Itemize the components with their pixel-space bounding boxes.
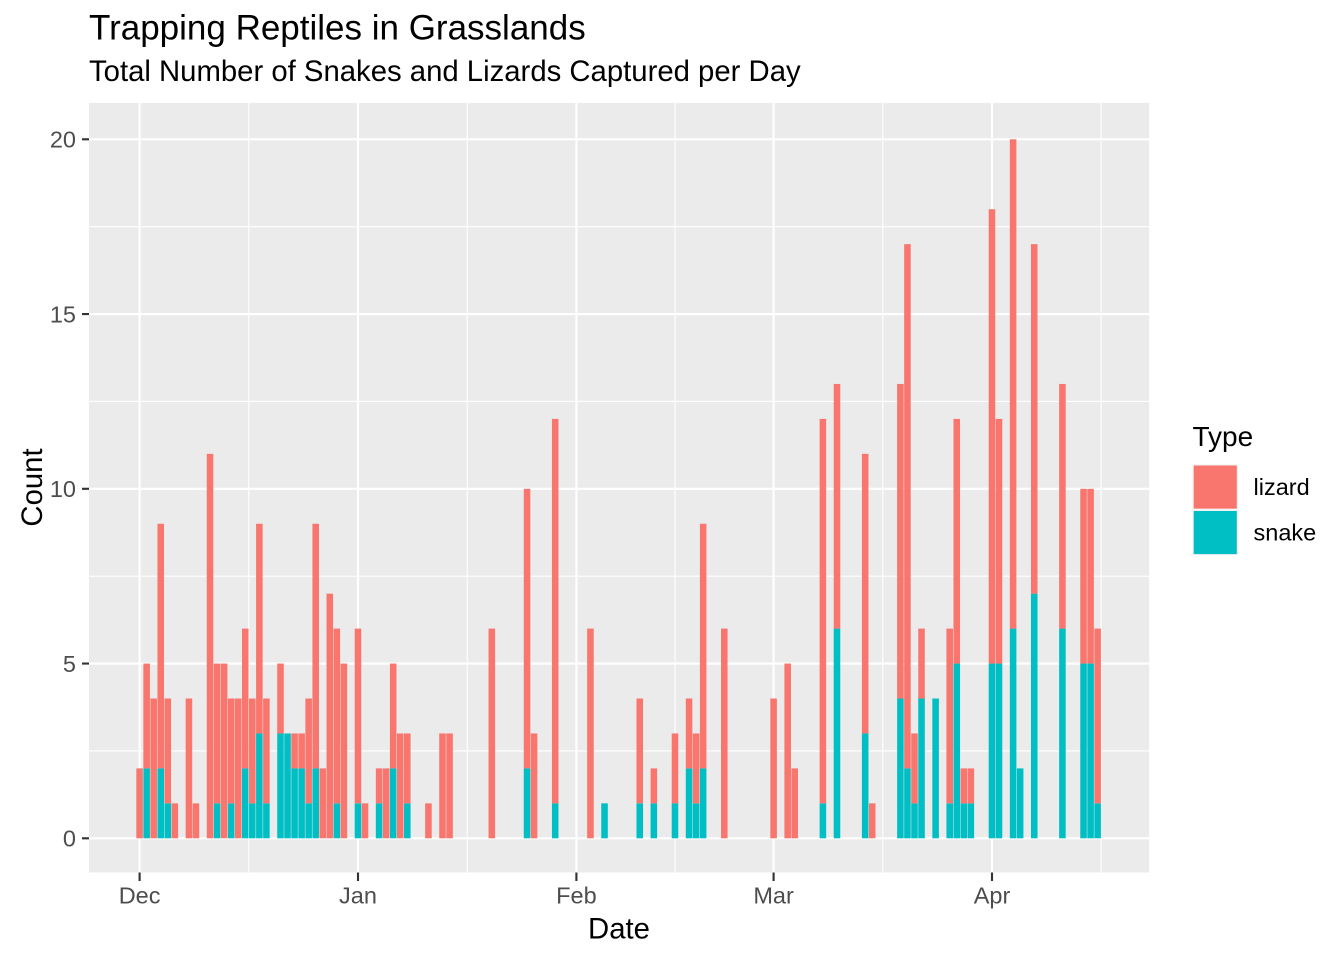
- svg-text:Jan: Jan: [339, 883, 377, 909]
- svg-text:10: 10: [50, 476, 76, 502]
- svg-text:Mar: Mar: [753, 883, 794, 909]
- svg-text:Count: Count: [16, 448, 49, 526]
- svg-text:Feb: Feb: [556, 883, 597, 909]
- svg-text:Type: Type: [1193, 421, 1254, 452]
- svg-text:5: 5: [63, 651, 76, 677]
- svg-text:Trapping Reptiles in Grassland: Trapping Reptiles in Grasslands: [89, 9, 586, 48]
- svg-text:20: 20: [50, 127, 76, 153]
- svg-text:lizard: lizard: [1254, 474, 1310, 500]
- svg-text:snake: snake: [1254, 520, 1317, 546]
- svg-text:0: 0: [63, 826, 76, 852]
- svg-text:Date: Date: [588, 913, 650, 946]
- svg-text:15: 15: [50, 301, 76, 327]
- svg-text:Dec: Dec: [119, 883, 161, 909]
- svg-text:Total Number of Snakes and Liz: Total Number of Snakes and Lizards Captu…: [89, 55, 801, 88]
- svg-text:Apr: Apr: [974, 883, 1011, 909]
